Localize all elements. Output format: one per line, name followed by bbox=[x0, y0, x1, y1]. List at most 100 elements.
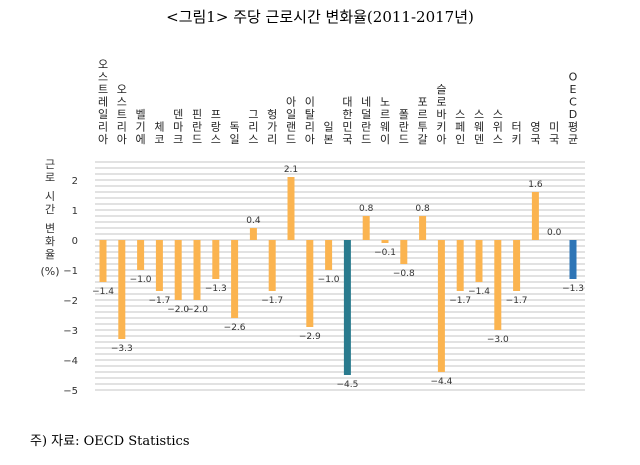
data-label: 0.0 bbox=[547, 228, 562, 238]
bar-12 bbox=[325, 240, 333, 270]
category-label-char: 국 bbox=[549, 133, 559, 146]
category-label-char: 웨 bbox=[474, 121, 484, 134]
category-label-char: 투 bbox=[418, 121, 428, 134]
category-label-char: 국 bbox=[342, 133, 352, 146]
y-axis-label-char: 근 bbox=[45, 158, 55, 171]
category-label-char: 아 bbox=[286, 96, 296, 109]
category-label-char: 인 bbox=[455, 133, 465, 146]
category-label-char: 대 bbox=[342, 96, 352, 109]
bar-18 bbox=[437, 240, 445, 372]
category-label-char: 스 bbox=[98, 71, 108, 84]
bar-10 bbox=[287, 177, 295, 240]
category-label-char: 폴 bbox=[399, 108, 409, 121]
category-label-char: 크 bbox=[173, 133, 183, 146]
data-label: −1.7 bbox=[148, 296, 170, 306]
category-label-char: C bbox=[569, 96, 577, 109]
category-label-char: 란 bbox=[399, 121, 409, 134]
bar-2 bbox=[137, 240, 145, 270]
data-label: −3.0 bbox=[487, 335, 509, 345]
y-axis-label-char: 율 bbox=[45, 248, 55, 261]
data-label: 0.8 bbox=[415, 204, 430, 214]
chart-title: <그림1> 주당 근로시간 변화율(2011-2017년) bbox=[166, 8, 474, 26]
category-label-char: 스 bbox=[455, 108, 465, 121]
data-label: −1.4 bbox=[468, 287, 490, 297]
category-label-char: 오 bbox=[117, 83, 127, 96]
category-label-char: 아 bbox=[98, 133, 108, 146]
category-label-char: 프 bbox=[211, 108, 221, 121]
category-label-char: O bbox=[569, 71, 578, 84]
data-label: −2.6 bbox=[224, 323, 246, 333]
category-label-char: 그 bbox=[248, 108, 258, 121]
bar-23 bbox=[531, 192, 539, 240]
bar-14 bbox=[362, 216, 370, 240]
category-label-char: 트 bbox=[98, 83, 108, 96]
category-label-char: 영 bbox=[530, 121, 540, 134]
category-label-char: 아 bbox=[436, 133, 446, 146]
category-label-char: 일 bbox=[286, 107, 296, 121]
y-axis-label-char: 로 bbox=[45, 171, 55, 184]
category-label-char: 덴 bbox=[474, 133, 484, 146]
category-label-char: 본 bbox=[324, 133, 334, 146]
y-axis-label-char: 간 bbox=[45, 203, 55, 216]
category-label-char: 핀 bbox=[192, 108, 202, 121]
category-label-char: 노 bbox=[380, 96, 390, 109]
category-label-char: 키 bbox=[512, 133, 522, 146]
bar-6 bbox=[212, 240, 220, 279]
bar-9 bbox=[268, 240, 276, 291]
category-label-char: 탈 bbox=[305, 108, 315, 121]
category-label-char: 벨 bbox=[136, 108, 146, 121]
category-label-char: 아 bbox=[305, 133, 315, 146]
category-label-char: 포 bbox=[418, 96, 428, 109]
category-label-char: 민 bbox=[342, 121, 352, 134]
category-label-char: 로 bbox=[436, 96, 446, 109]
y-tick-label: 1 bbox=[72, 206, 78, 217]
data-label: −1.0 bbox=[130, 275, 152, 285]
y-tick-label: −5 bbox=[63, 386, 78, 397]
category-label-char: 페 bbox=[455, 121, 465, 134]
category-label-char: 키 bbox=[436, 121, 446, 134]
data-label: 0.4 bbox=[246, 216, 261, 226]
data-label: −1.0 bbox=[318, 275, 340, 285]
category-label-char: 스 bbox=[474, 108, 484, 121]
category-label-char: 랑 bbox=[211, 121, 221, 134]
category-label-char: 스 bbox=[493, 133, 503, 146]
category-label-char: 르 bbox=[418, 108, 428, 121]
category-label-char: 갈 bbox=[418, 132, 428, 146]
data-label: −0.1 bbox=[374, 248, 396, 258]
category-label-char: 일 bbox=[324, 120, 334, 134]
y-tick-label: −4 bbox=[63, 356, 78, 367]
bar-13 bbox=[343, 240, 351, 375]
category-label-char: 트 bbox=[117, 108, 127, 121]
data-label: −4.4 bbox=[430, 377, 452, 387]
category-label-char: 웨 bbox=[380, 121, 390, 134]
data-label: −1.3 bbox=[205, 284, 227, 294]
category-label-char: 드 bbox=[286, 133, 296, 146]
data-label: −3.3 bbox=[111, 344, 133, 354]
category-label-char: 일 bbox=[230, 132, 240, 146]
category-label-char: 바 bbox=[436, 108, 446, 121]
y-tick-label: 2 bbox=[72, 176, 78, 187]
data-label: −1.7 bbox=[506, 296, 528, 306]
y-axis-label-char: 변 bbox=[45, 222, 55, 235]
source-note: 주) 자료: OECD Statistics bbox=[30, 434, 190, 449]
category-label-char: 헝 bbox=[267, 108, 277, 121]
data-label: −1.3 bbox=[562, 284, 584, 294]
data-label: −2.0 bbox=[186, 305, 208, 315]
bar-7 bbox=[231, 240, 239, 318]
category-label-char: 랜 bbox=[286, 121, 296, 134]
category-label-char: 드 bbox=[192, 133, 202, 146]
category-label-char: 이 bbox=[305, 96, 315, 109]
category-label-char: 드 bbox=[361, 133, 371, 146]
category-label-char: 르 bbox=[380, 108, 390, 121]
bar-3 bbox=[155, 240, 163, 291]
category-label-char: 슬 bbox=[436, 83, 446, 96]
category-label-char: 스 bbox=[117, 96, 127, 109]
category-label-char: 일 bbox=[98, 107, 108, 121]
bar-1 bbox=[118, 240, 126, 339]
category-label-char: 평 bbox=[568, 121, 578, 134]
bar-22 bbox=[513, 240, 521, 291]
category-label-char: 리 bbox=[117, 121, 127, 134]
bar-11 bbox=[306, 240, 314, 327]
category-label-char: 기 bbox=[136, 121, 146, 134]
y-axis-label-char: 화 bbox=[45, 235, 55, 248]
